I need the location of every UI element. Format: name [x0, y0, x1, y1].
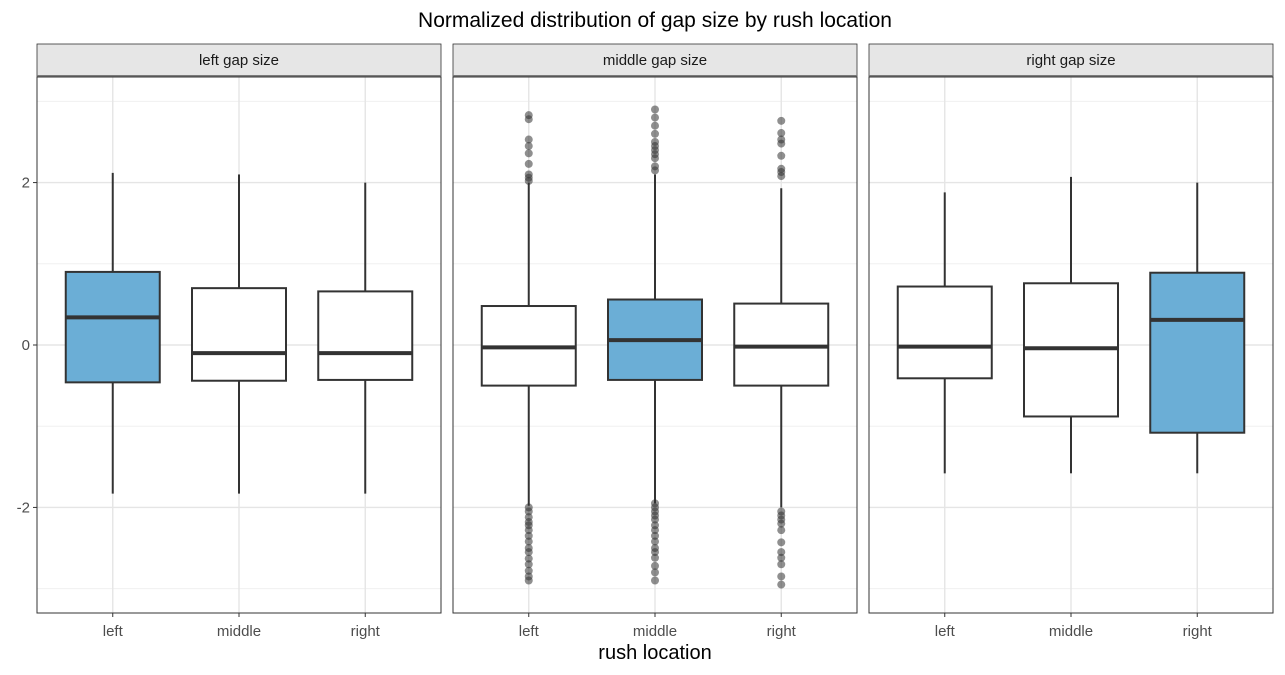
outlier-point — [524, 548, 533, 557]
box-left — [480, 111, 577, 585]
outlier-point — [651, 531, 659, 540]
box-body — [1149, 271, 1246, 434]
outlier-point — [777, 172, 786, 181]
outlier-point — [524, 507, 533, 516]
box-body — [733, 302, 830, 387]
outlier-point — [651, 537, 659, 546]
outlier-point — [524, 135, 533, 144]
box-right — [1149, 182, 1246, 474]
box-left — [64, 172, 161, 494]
outlier-point — [524, 149, 533, 158]
outlier-point — [524, 176, 533, 185]
outlier-point — [651, 121, 659, 130]
outlier-point — [651, 576, 659, 585]
outlier-point — [777, 116, 786, 125]
x-tick-label: right — [767, 623, 797, 640]
box-right — [317, 182, 414, 494]
outlier-point — [524, 560, 533, 569]
facet-strip-label: right gap size — [1026, 52, 1115, 69]
outlier-point — [777, 553, 786, 562]
outlier-point — [651, 568, 659, 577]
y-axis: -2 0 2 — [17, 175, 37, 516]
outlier-point — [524, 537, 533, 546]
x-tick-label: right — [1183, 623, 1213, 640]
facet-panel-3: right gap size left middle right — [868, 43, 1274, 640]
outlier-point — [651, 548, 659, 557]
y-tick-label: 2 — [22, 175, 30, 192]
x-tick-label: middle — [1049, 623, 1093, 640]
x-tick-label: left — [935, 623, 956, 640]
box-middle — [607, 105, 703, 585]
outlier-point — [524, 566, 533, 575]
outlier-point — [777, 538, 786, 547]
outlier-point — [651, 154, 659, 163]
outlier-point — [651, 553, 659, 562]
outlier-point — [777, 572, 786, 581]
box-left — [896, 192, 993, 474]
x-tick-label: left — [519, 623, 540, 640]
box-middle — [1023, 176, 1119, 474]
facet-panel-2: middle gap size left middle right — [452, 43, 858, 640]
box-middle — [191, 174, 287, 494]
facet-panel-1: left gap size left middle right — [36, 43, 442, 640]
y-tick-label: -2 — [17, 499, 30, 516]
facet-strip-label: left gap size — [199, 52, 279, 69]
outlier-point — [777, 560, 786, 569]
outlier-point — [777, 526, 786, 535]
outlier-point — [777, 580, 786, 589]
outlier-point — [777, 139, 786, 148]
outlier-point — [777, 519, 786, 528]
facet-strip — [452, 43, 858, 77]
outlier-point — [651, 526, 659, 535]
box-body — [317, 290, 414, 381]
outlier-point — [524, 159, 533, 168]
outlier-point — [524, 526, 533, 535]
box-body — [896, 285, 993, 380]
x-tick-label: right — [351, 623, 381, 640]
outlier-point — [651, 515, 659, 524]
outlier-point — [777, 548, 786, 557]
facet-strip-label: middle gap size — [603, 52, 707, 69]
box-right — [733, 116, 830, 589]
x-tick-label: middle — [633, 623, 677, 640]
box-body — [191, 287, 287, 382]
outlier-point — [524, 142, 533, 151]
outlier-point — [651, 561, 659, 570]
outlier-point — [651, 129, 659, 138]
outlier-point — [651, 113, 659, 122]
chart-title: Normalized distribution of gap size by r… — [418, 9, 892, 32]
outlier-point — [524, 554, 533, 563]
outlier-point — [524, 115, 533, 124]
y-tick-label: 0 — [22, 337, 30, 354]
outlier-point — [777, 151, 786, 160]
x-tick-label: left — [103, 623, 124, 640]
facet-strip — [36, 43, 442, 77]
box-body — [64, 270, 161, 384]
outlier-point — [651, 166, 659, 175]
outlier-point — [777, 129, 786, 138]
outlier-point — [651, 105, 659, 114]
facet-strip — [868, 43, 1274, 77]
outlier-point — [524, 531, 533, 540]
outlier-point — [524, 576, 533, 585]
x-axis-title: rush location — [598, 642, 711, 664]
x-tick-label: middle — [217, 623, 261, 640]
